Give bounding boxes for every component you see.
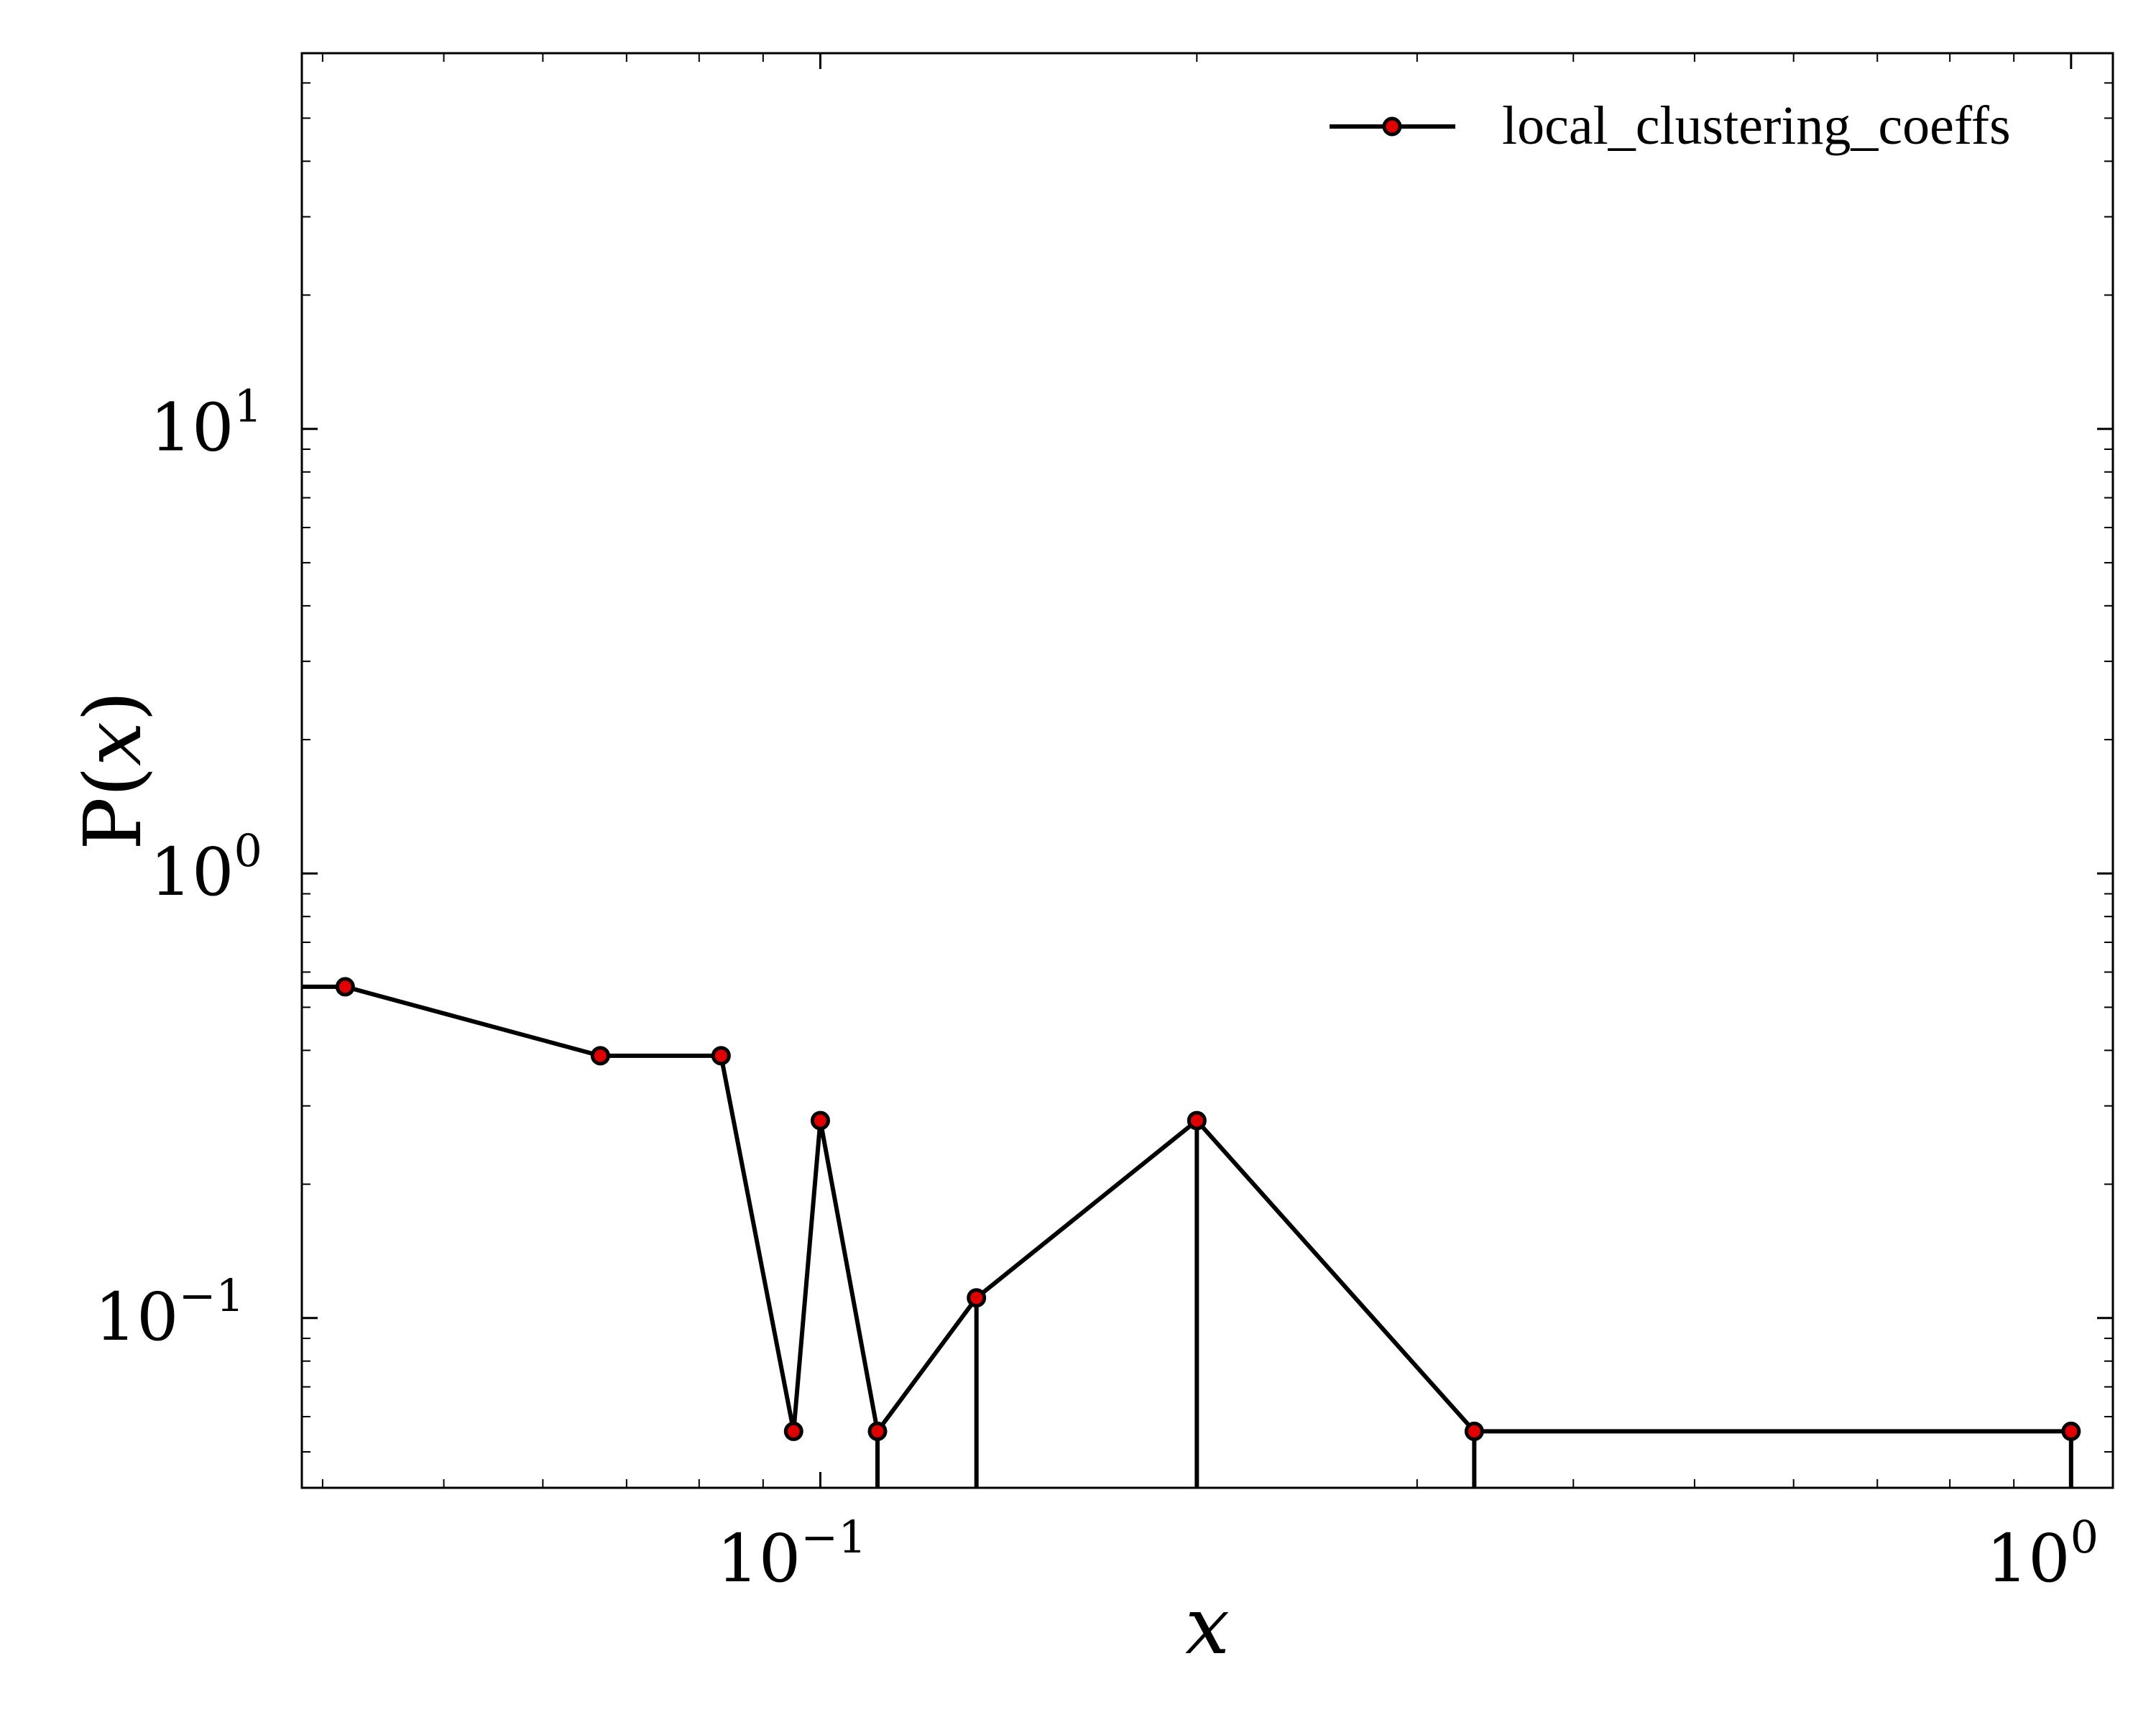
y-tick-label-exp: 0	[234, 824, 262, 877]
data-point	[711, 1046, 731, 1066]
y-axis-title-left: P(	[67, 766, 159, 850]
data-point	[1187, 1110, 1207, 1131]
y-axis-title: P(x)	[67, 691, 159, 850]
x-tick-label-exp: 0	[2070, 1511, 2099, 1563]
data-point	[590, 1046, 610, 1066]
x-axis-title: x	[1185, 1580, 1230, 1672]
data-point	[867, 1421, 888, 1441]
y-tick-label-base: 10	[149, 834, 234, 911]
plot-area-frame	[300, 52, 2114, 1489]
y-axis-title-var: x	[67, 722, 159, 766]
data-point	[1464, 1421, 1484, 1441]
x-tick-label: 100	[1986, 1511, 2099, 1597]
x-tick-label: 10−1	[717, 1511, 866, 1597]
x-tick-label-base: 10	[1986, 1520, 2070, 1597]
y-tick-label: 10−1	[95, 1269, 244, 1356]
y-axis-title-right: )	[67, 691, 159, 722]
y-tick-label: 100	[149, 824, 262, 911]
y-tick-label-exp: 1	[234, 380, 262, 433]
x-tick-label-exp: −1	[801, 1511, 866, 1563]
y-tick-label-base: 10	[95, 1279, 179, 1356]
legend: local_clustering_coeffs	[1330, 96, 2011, 156]
legend-label: local_clustering_coeffs	[1502, 96, 2011, 156]
x-tick-label-base: 10	[717, 1520, 801, 1597]
data-point	[335, 977, 355, 997]
legend-marker	[1382, 116, 1402, 137]
axis-ticks	[302, 52, 2113, 1488]
y-tick-label-exp: −1	[179, 1269, 244, 1322]
series-line	[302, 984, 2071, 1437]
data-point	[967, 1288, 987, 1308]
data-point	[783, 1421, 803, 1441]
y-tick-label: 101	[149, 380, 262, 466]
data-point	[810, 1110, 830, 1131]
data-point	[2061, 1421, 2081, 1441]
series-group	[302, 977, 2081, 1488]
y-tick-label-base: 10	[149, 390, 234, 466]
